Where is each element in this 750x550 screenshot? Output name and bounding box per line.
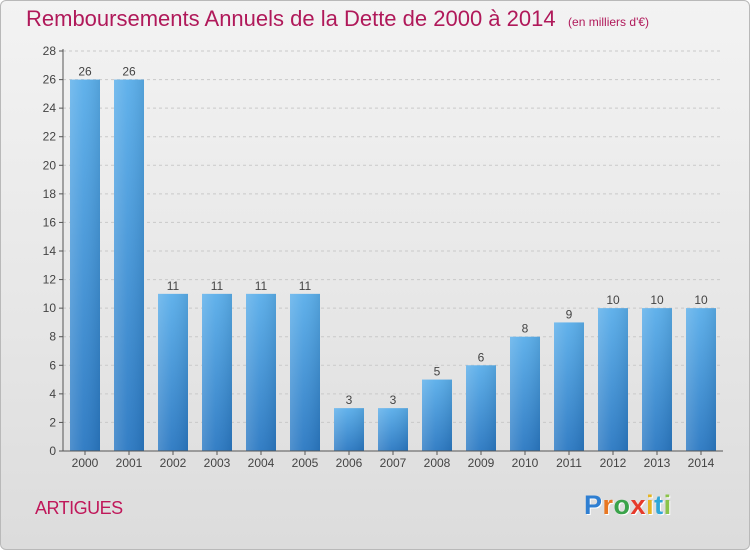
y-tick-label: 8 <box>49 330 56 344</box>
x-tick-label: 2010 <box>512 456 539 470</box>
bar-sheen <box>554 322 584 451</box>
bar-sheen <box>202 293 232 451</box>
x-tick-label: 2011 <box>556 456 582 470</box>
bar-value-label: 10 <box>606 293 620 307</box>
bar-sheen <box>246 293 276 451</box>
x-tick-label: 2002 <box>160 456 187 470</box>
y-tick-label: 0 <box>49 444 56 458</box>
bar-value-label: 10 <box>694 293 708 307</box>
bar-value-label: 3 <box>390 393 397 407</box>
x-tick-label: 2001 <box>116 456 143 470</box>
logo-letter: i <box>646 490 655 520</box>
labels: 0246810121416182022242628262000262001112… <box>43 44 715 470</box>
bar-value-label: 11 <box>299 279 312 293</box>
x-tick-label: 2007 <box>380 456 407 470</box>
logo-letter: o <box>613 490 631 520</box>
bar-sheen <box>114 79 144 452</box>
chart-subtitle: (en milliers d'€) <box>568 15 650 29</box>
bars <box>70 79 716 452</box>
y-tick-label: 14 <box>43 244 57 258</box>
bar-value-label: 8 <box>522 322 529 336</box>
x-tick-label: 2000 <box>72 456 99 470</box>
bar-value-label: 10 <box>650 293 664 307</box>
bar-sheen <box>158 293 188 451</box>
y-tick-label: 26 <box>43 73 57 87</box>
bar-sheen <box>290 293 320 451</box>
bar-value-label: 26 <box>78 65 92 79</box>
bar-value-label: 26 <box>122 65 136 79</box>
y-tick-label: 10 <box>43 301 57 315</box>
bar-sheen <box>378 408 408 451</box>
bar-value-label: 5 <box>434 365 441 379</box>
y-tick-label: 12 <box>43 273 57 287</box>
y-tick-label: 24 <box>43 101 57 115</box>
bar-sheen <box>686 308 716 451</box>
x-tick-label: 2003 <box>204 456 231 470</box>
y-tick-label: 18 <box>43 187 57 201</box>
logo-letter: i <box>663 490 672 520</box>
bar-sheen <box>334 408 364 451</box>
bar-value-label: 9 <box>566 307 573 321</box>
bar-sheen <box>510 336 540 451</box>
logo-letter: t <box>654 490 664 520</box>
y-tick-label: 2 <box>49 415 56 429</box>
bar-sheen <box>70 79 100 452</box>
x-tick-label: 2013 <box>644 456 671 470</box>
x-tick-label: 2004 <box>248 456 275 470</box>
logo-letter: P <box>584 490 603 520</box>
bar-value-label: 6 <box>478 350 485 364</box>
commune-label: ARTIGUES <box>35 498 123 518</box>
logo-letter: r <box>602 490 614 520</box>
y-tick-label: 16 <box>43 215 57 229</box>
bar-sheen <box>598 308 628 451</box>
y-tick-label: 20 <box>43 158 57 172</box>
y-tick-label: 6 <box>49 358 56 372</box>
bar-value-label: 11 <box>211 279 224 293</box>
x-tick-label: 2014 <box>688 456 715 470</box>
bar-sheen <box>466 365 496 451</box>
y-tick-label: 22 <box>43 130 57 144</box>
bar-value-label: 11 <box>255 279 268 293</box>
x-tick-label: 2012 <box>600 456 627 470</box>
x-tick-label: 2005 <box>292 456 319 470</box>
bar-value-label: 11 <box>167 279 180 293</box>
x-tick-label: 2009 <box>468 456 495 470</box>
bar-sheen <box>642 308 672 451</box>
bar-value-label: 3 <box>346 393 353 407</box>
x-tick-label: 2006 <box>336 456 363 470</box>
y-tick-label: 28 <box>43 44 57 58</box>
logo-letter: x <box>630 490 647 520</box>
chart-title: Remboursements Annuels de la Dette de 20… <box>26 6 556 31</box>
x-tick-label: 2008 <box>424 456 451 470</box>
y-tick-label: 4 <box>49 387 56 401</box>
bar-sheen <box>422 379 452 451</box>
proxiti-logo: Proxiti <box>584 490 672 521</box>
axes <box>59 49 723 455</box>
chart-title-group: Remboursements Annuels de la Dette de 20… <box>26 6 649 32</box>
